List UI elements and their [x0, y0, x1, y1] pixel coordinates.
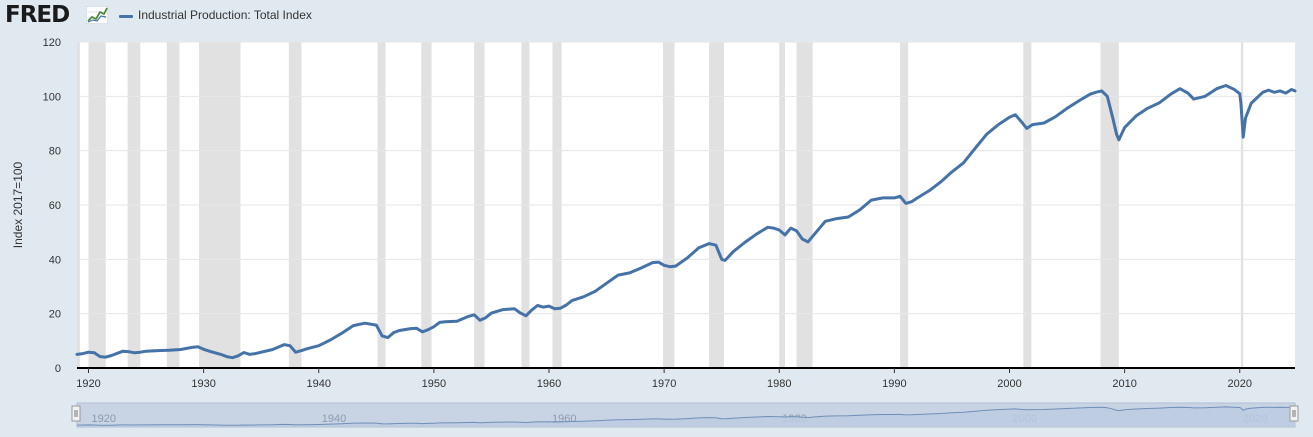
- navigator-area-fill: [77, 406, 1295, 426]
- x-tick-label: 1990: [882, 378, 906, 390]
- navigator-series-line: [76, 406, 1296, 426]
- x-tick-label: 1930: [191, 378, 215, 390]
- chart-header: FRED Industrial Production: Total Index: [0, 0, 1313, 34]
- y-tick-label: 40: [49, 254, 61, 266]
- legend-swatch: [119, 15, 133, 18]
- y-tick-label: 60: [49, 200, 61, 212]
- y-axis-label: Index 2017=100: [11, 161, 25, 248]
- y-tick-label: 0: [55, 363, 61, 375]
- x-tick-label: 2020: [1227, 378, 1251, 390]
- navigator-label: 1920: [92, 413, 116, 425]
- x-axis-ticks: 1920 1930 1940 1950 1960 1970 1980 1990 2000 2010…: [76, 368, 1252, 390]
- y-axis-ticks: 0 20 40 60 80 100 120: [43, 37, 61, 375]
- navigator-right-handle[interactable]: [1289, 405, 1299, 422]
- line-chart[interactable]: 0 20 40 60 80 100 120 1920 1930 1940 1950 1960 1970…: [0, 0, 1313, 400]
- y-tick-label: 100: [43, 91, 61, 103]
- navigator-left-handle[interactable]: [71, 405, 81, 422]
- navigator-area: [76, 406, 1296, 426]
- navigator-label: 1940: [322, 413, 346, 425]
- x-tick-label: 1920: [76, 378, 100, 390]
- y-tick-label: 120: [43, 37, 61, 49]
- x-tick-label: 1970: [652, 378, 676, 390]
- x-tick-label: 1950: [422, 378, 446, 390]
- fred-logo[interactable]: FRED: [5, 2, 70, 28]
- series-layer: [75, 84, 1297, 360]
- trend-graph-icon: [86, 6, 108, 24]
- y-tick-label: 80: [49, 146, 61, 158]
- x-tick-label: 2000: [997, 378, 1021, 390]
- legend-series-label: Industrial Production: Total Index: [138, 8, 312, 22]
- x-tick-label: 1940: [307, 378, 331, 390]
- x-tick-label: 2010: [1112, 378, 1136, 390]
- series-line[interactable]: [75, 84, 1297, 360]
- x-tick-label: 1980: [767, 378, 791, 390]
- x-tick-label: 1960: [537, 378, 561, 390]
- y-tick-label: 20: [49, 309, 61, 321]
